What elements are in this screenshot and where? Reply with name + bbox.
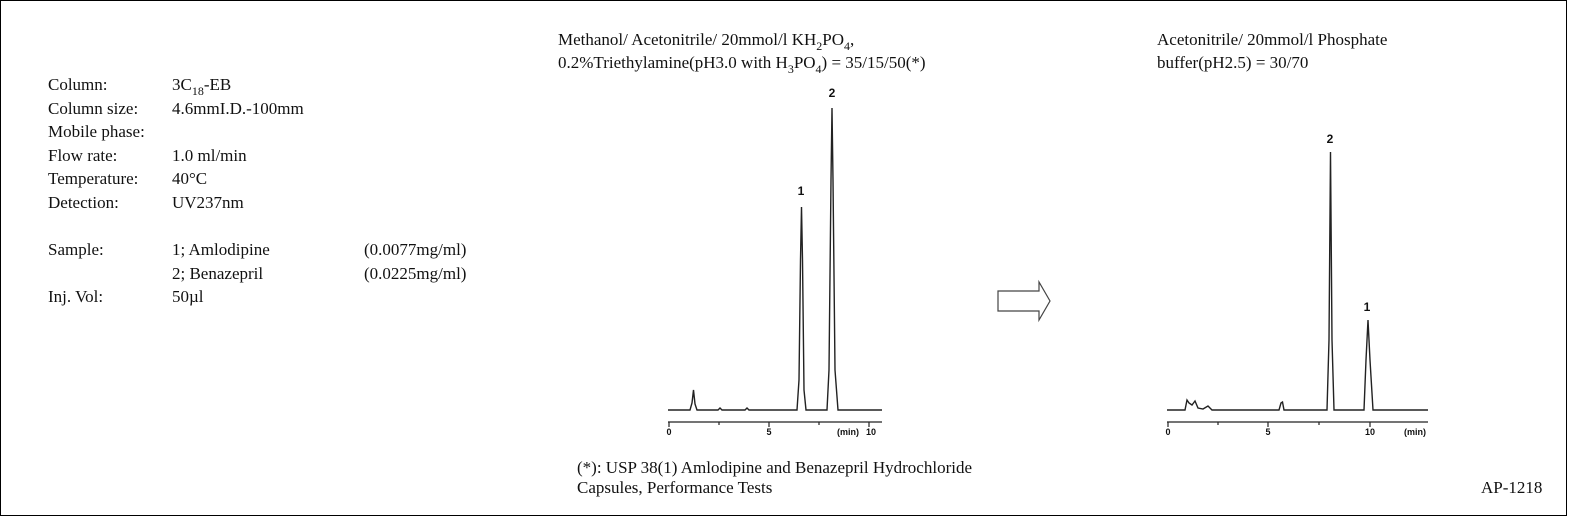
- footnote: Capsules, Performance Tests: [577, 478, 772, 497]
- label: Sample:: [48, 240, 104, 259]
- value: 3C18-EB: [172, 75, 231, 98]
- unit: (min): [837, 427, 859, 437]
- tick-label: 0: [666, 427, 671, 437]
- title: Acetonitrile/ 20mmol/l Phosphate: [1157, 30, 1387, 49]
- value: 2; Benazepril: [172, 264, 263, 283]
- title: buffer(pH2.5) = 30/70: [1157, 53, 1308, 72]
- label: Inj. Vol:: [48, 287, 103, 306]
- peak-label: 2: [1327, 132, 1334, 146]
- value: (0.0077mg/ml): [364, 240, 466, 259]
- footnote: (*): USP 38(1) Amlodipine and Benazepril…: [577, 458, 972, 477]
- unit: (min): [1404, 427, 1426, 437]
- axis: [668, 421, 882, 427]
- label: Temperature:: [48, 169, 138, 188]
- value: UV237nm: [172, 193, 244, 212]
- value: 1; Amlodipine: [172, 240, 270, 259]
- tick-label: 0: [1165, 427, 1170, 437]
- tick-label: 5: [766, 427, 771, 437]
- peak-label: 2: [829, 86, 836, 100]
- value: 1.0 ml/min: [172, 146, 247, 165]
- tick-label: 10: [866, 427, 876, 437]
- tick-label: 5: [1265, 427, 1270, 437]
- title: 0.2%Triethylamine(pH3.0 with H3PO4) = 35…: [558, 53, 926, 76]
- method1: Methanol/ Acetonitrile/ 20mmol/l KH2PO4,…: [558, 30, 926, 437]
- method2: Acetonitrile/ 20mmol/l Phosphate buffer(…: [1157, 30, 1428, 437]
- tick-label: 10: [1365, 427, 1375, 437]
- peak-label: 1: [798, 184, 805, 198]
- axis: [1167, 421, 1428, 427]
- value: (0.0225mg/ml): [364, 264, 466, 283]
- title: Methanol/ Acetonitrile/ 20mmol/l KH2PO4,: [558, 30, 854, 53]
- arrow: [997, 279, 1051, 323]
- label: Flow rate:: [48, 146, 117, 165]
- label: Column:: [48, 75, 108, 94]
- peak-label: 1: [1364, 300, 1371, 314]
- frame: [0, 0, 1567, 516]
- conditions: Column: 3C18-EB Column size: 4.6mmI.D.-1…: [48, 75, 466, 306]
- chromatogram: [1167, 151, 1428, 411]
- value: 50µl: [172, 287, 204, 306]
- label: Mobile phase:: [48, 122, 145, 141]
- label: Column size:: [48, 99, 138, 118]
- doc-code: AP-1218: [1481, 478, 1542, 497]
- value: 4.6mmI.D.-100mm: [172, 99, 304, 118]
- value: 40°C: [172, 169, 207, 188]
- chromatogram: [668, 107, 882, 411]
- label: Detection:: [48, 193, 119, 212]
